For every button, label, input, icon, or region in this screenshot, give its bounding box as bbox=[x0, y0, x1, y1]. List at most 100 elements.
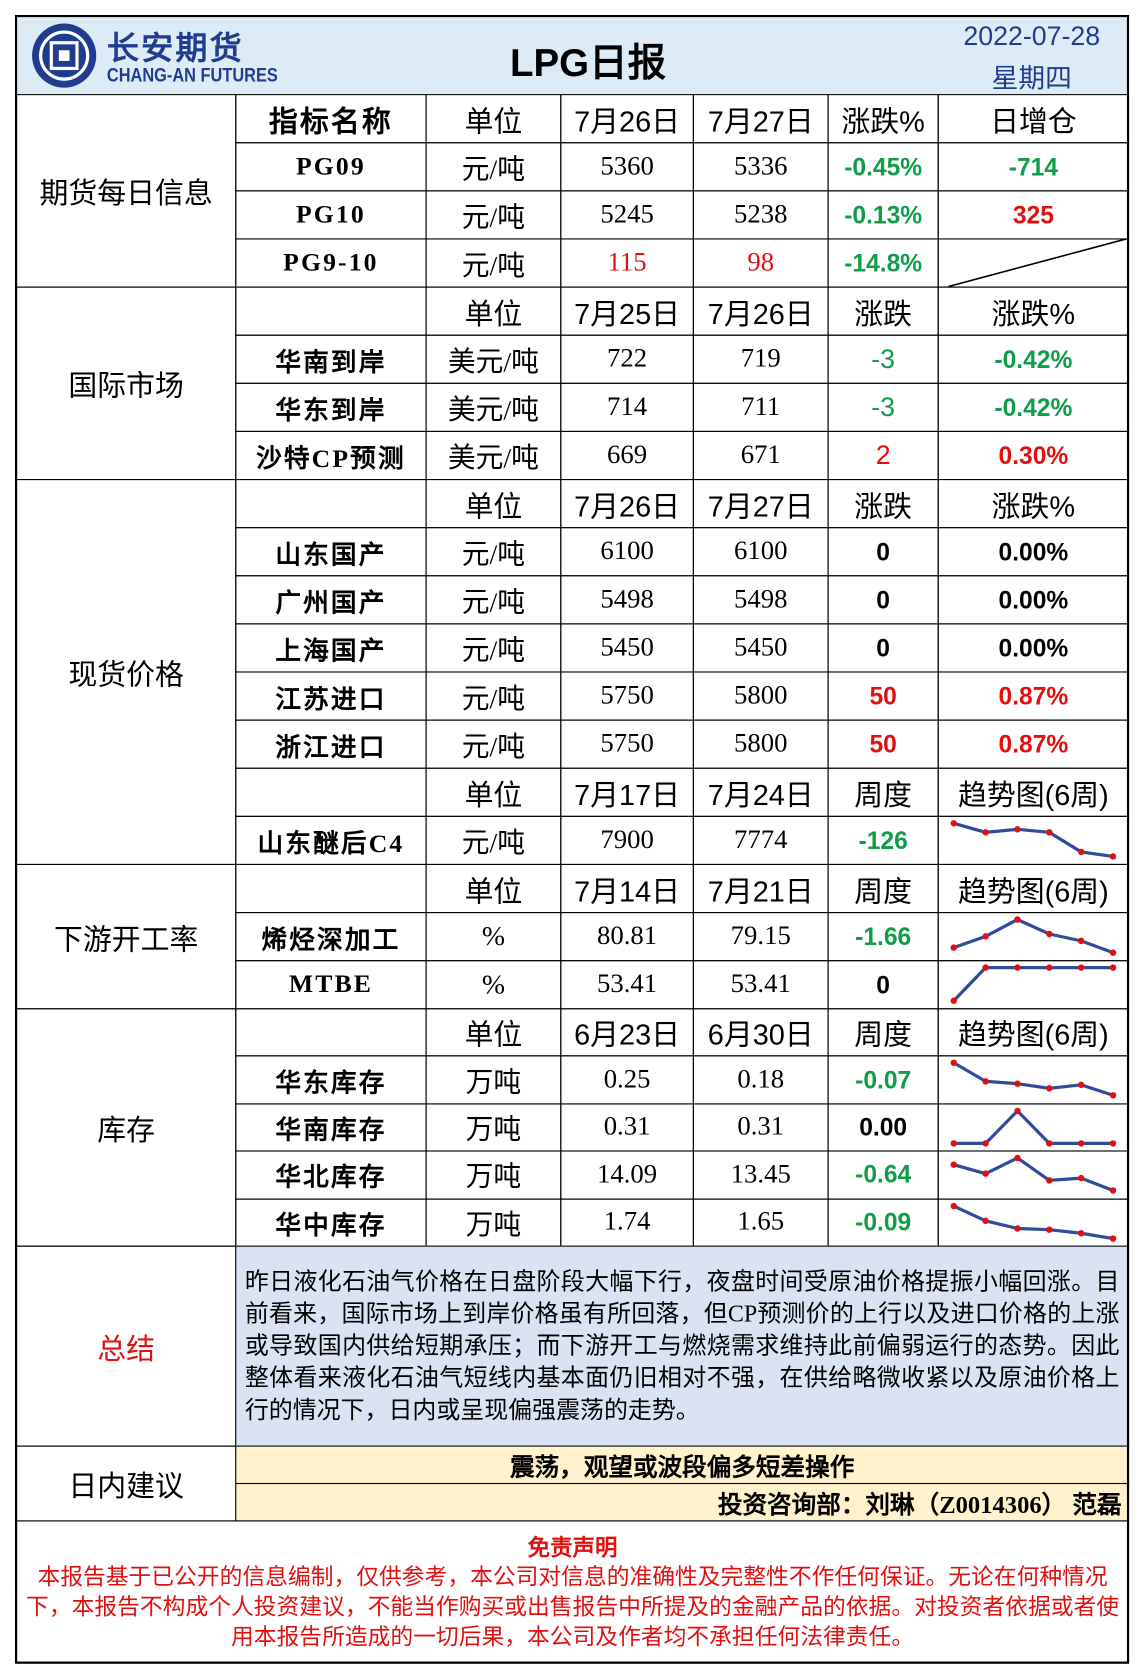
cell: 元/吨 bbox=[425, 190, 562, 240]
column-header: 单位 bbox=[425, 1008, 562, 1057]
cell: -3 bbox=[827, 382, 939, 432]
cell: 0 bbox=[827, 527, 939, 577]
column-header: 7月26日 bbox=[692, 286, 829, 336]
trend-point bbox=[1046, 930, 1053, 938]
cell: PG10 bbox=[235, 190, 427, 240]
cell: 79.15 bbox=[692, 912, 829, 962]
cell: 0 bbox=[827, 960, 939, 1010]
trend-point bbox=[1014, 1080, 1021, 1088]
column-header: 趋势图(6周) bbox=[937, 767, 1130, 817]
column-header: 日增仓 bbox=[937, 94, 1130, 144]
cell: 722 bbox=[560, 334, 694, 384]
trend-point bbox=[1077, 848, 1085, 856]
trend-point bbox=[950, 820, 957, 827]
cell: 5336 bbox=[692, 142, 829, 192]
trend-point bbox=[1014, 1107, 1021, 1114]
cell: 华南到岸 bbox=[235, 334, 427, 384]
header-cell bbox=[235, 863, 427, 914]
cell: -0.13% bbox=[827, 190, 939, 240]
trend-point bbox=[1014, 826, 1021, 833]
cell: 0 bbox=[827, 575, 939, 625]
section-name: 国际市场 bbox=[16, 286, 237, 481]
header-cell bbox=[235, 479, 427, 529]
section-name: 日内建议 bbox=[16, 1445, 237, 1522]
trend-point bbox=[982, 933, 989, 940]
cell: 华北库存 bbox=[235, 1150, 427, 1200]
trend-point bbox=[950, 1139, 957, 1147]
cell: 0.30% bbox=[937, 430, 1130, 481]
cell: 0.31 bbox=[560, 1103, 694, 1152]
trend-point bbox=[1046, 1085, 1053, 1092]
trend-point bbox=[1109, 964, 1117, 971]
trend-point bbox=[1014, 916, 1021, 923]
trend-line bbox=[953, 1156, 1114, 1193]
cell: 0.00% bbox=[937, 527, 1130, 577]
header-cell bbox=[235, 1008, 427, 1057]
cell: 元/吨 bbox=[425, 671, 562, 721]
trend-point bbox=[950, 1161, 957, 1169]
trend-point bbox=[1046, 1177, 1053, 1184]
cell: 5750 bbox=[560, 719, 694, 769]
cell: 98 bbox=[692, 238, 829, 288]
column-header: 单位 bbox=[425, 767, 562, 817]
trend-point bbox=[1014, 1224, 1021, 1232]
cell: -3 bbox=[827, 334, 939, 384]
section-name: 下游开工率 bbox=[16, 863, 237, 1010]
cell: -0.45% bbox=[827, 142, 939, 192]
cell: 美元/吨 bbox=[425, 430, 562, 481]
cell: 53.41 bbox=[560, 960, 694, 1010]
cell: 华东到岸 bbox=[235, 382, 427, 432]
trend-point bbox=[1109, 1187, 1117, 1194]
header-cell bbox=[235, 767, 427, 817]
cell: -0.09 bbox=[827, 1198, 939, 1247]
cell: 0.18 bbox=[692, 1055, 829, 1105]
cell: 6100 bbox=[560, 527, 694, 577]
trend-point bbox=[1077, 937, 1085, 945]
cell: 1.74 bbox=[560, 1198, 694, 1247]
cell: 5450 bbox=[692, 623, 829, 673]
title: LPG日报 bbox=[509, 40, 667, 85]
cell: 7774 bbox=[692, 815, 829, 865]
cell: PG9-10 bbox=[235, 238, 427, 288]
advice-line: 震荡，观望或波段偏多短差操作 bbox=[235, 1445, 1130, 1485]
weekday: 星期四 bbox=[991, 64, 1072, 95]
cell: 元/吨 bbox=[425, 623, 562, 673]
cell: 50 bbox=[827, 719, 939, 769]
cell: 0.25 bbox=[560, 1055, 694, 1105]
trend-line bbox=[952, 1061, 1114, 1098]
cell: -126 bbox=[827, 815, 939, 865]
cell: 广州国产 bbox=[235, 575, 427, 625]
cell: -0.42% bbox=[937, 334, 1130, 384]
cell: 5498 bbox=[560, 575, 694, 625]
sparkline bbox=[950, 1059, 1117, 1099]
cell: 50 bbox=[827, 671, 939, 721]
trend-line bbox=[952, 966, 1114, 1002]
sparkline bbox=[950, 916, 1117, 956]
cell: 1.65 bbox=[692, 1198, 829, 1247]
trend-line bbox=[953, 1108, 1114, 1145]
column-header: 指标名称 bbox=[235, 94, 427, 144]
cell: 烯烃深加工 bbox=[235, 912, 427, 962]
header-cell bbox=[235, 286, 427, 336]
column-header: 6月23日 bbox=[560, 1008, 694, 1057]
cell: % bbox=[425, 960, 562, 1010]
cell: 6100 bbox=[692, 527, 829, 577]
disclaimer-text: 本报告基于已公开的信息编制，仅供参考，本公司对信息的准确性及完整性不作任何保证。… bbox=[26, 1564, 1120, 1650]
trend-point bbox=[950, 1059, 957, 1067]
cell: 元/吨 bbox=[425, 815, 562, 865]
cell: 2 bbox=[827, 430, 939, 481]
trend-point bbox=[1109, 949, 1117, 956]
column-header: 7月27日 bbox=[692, 479, 829, 529]
column-header: 周度 bbox=[827, 1008, 939, 1057]
cell: 13.45 bbox=[692, 1150, 829, 1200]
summary-text: 昨日液化石油气价格在日盘阶段大幅下行，夜盘时间受原油价格提振小幅回涨。目前看来，… bbox=[235, 1245, 1130, 1447]
cell: 美元/吨 bbox=[425, 382, 562, 432]
cell: 671 bbox=[692, 430, 829, 481]
trend-point bbox=[1077, 1229, 1085, 1237]
trend-point bbox=[1109, 1092, 1117, 1099]
column-header: 6月30日 bbox=[692, 1008, 829, 1057]
trend-point bbox=[982, 964, 989, 971]
column-header: 周度 bbox=[827, 863, 939, 914]
cell: -714 bbox=[937, 142, 1130, 192]
cell: 元/吨 bbox=[425, 238, 562, 288]
